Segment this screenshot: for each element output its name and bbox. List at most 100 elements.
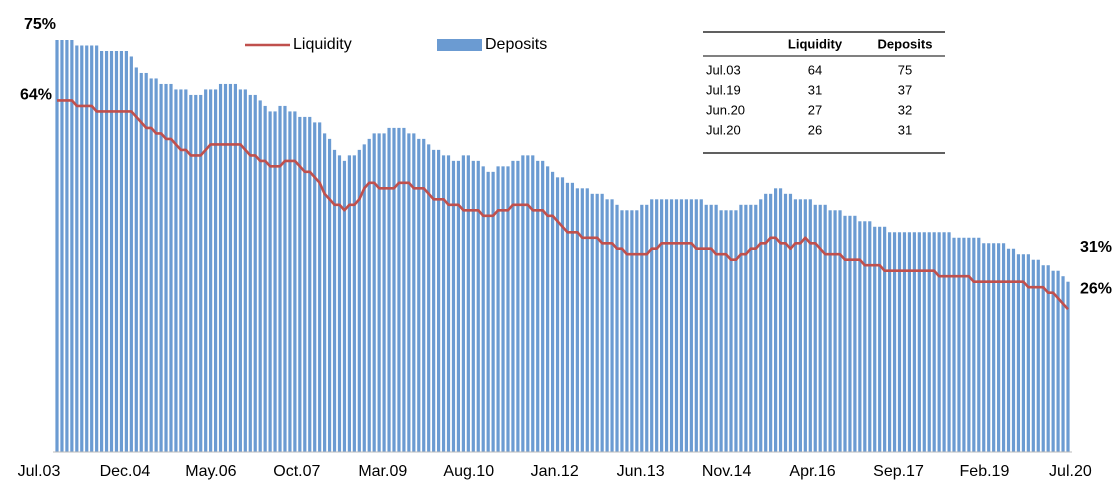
- x-tick-label: Sep.17: [873, 463, 924, 480]
- bar: [1061, 276, 1065, 452]
- bar: [828, 210, 832, 452]
- bar: [714, 204, 718, 452]
- bar: [793, 199, 798, 452]
- bar: [838, 210, 842, 452]
- bar: [422, 138, 426, 452]
- table-row-label: Jul.03: [706, 62, 741, 77]
- bar: [957, 237, 961, 452]
- bar: [992, 243, 996, 452]
- table-cell: 64: [808, 62, 822, 77]
- bar: [1006, 248, 1011, 452]
- bar: [501, 166, 505, 452]
- bar: [887, 232, 892, 452]
- bar: [942, 232, 946, 452]
- x-tick-label: Aug.10: [443, 463, 494, 480]
- bar: [580, 188, 584, 452]
- table-cell: 32: [898, 102, 912, 117]
- bar: [213, 89, 218, 452]
- bar: [679, 199, 684, 452]
- bar: [952, 237, 956, 452]
- bar: [749, 204, 753, 452]
- bar: [868, 221, 872, 452]
- bar: [298, 116, 302, 452]
- bar: [630, 210, 634, 452]
- bar: [382, 133, 386, 453]
- bar: [605, 199, 609, 452]
- bar: [843, 215, 847, 452]
- bar: [377, 133, 381, 453]
- bar: [972, 237, 976, 452]
- bar: [689, 199, 693, 452]
- bar: [303, 116, 307, 452]
- bar: [823, 204, 827, 452]
- bar: [1046, 265, 1050, 452]
- bar: [575, 188, 579, 452]
- bar: [367, 138, 371, 452]
- bar: [902, 232, 907, 452]
- bar: [744, 204, 748, 452]
- bar: [100, 50, 104, 453]
- data-label: 75%: [24, 16, 56, 33]
- bar: [432, 149, 436, 452]
- bar: [669, 199, 674, 452]
- bar: [179, 89, 183, 452]
- table-cell: 31: [898, 122, 912, 137]
- bar: [204, 89, 208, 452]
- bar: [332, 149, 337, 452]
- bar: [144, 72, 148, 453]
- bar: [709, 204, 713, 452]
- bar: [883, 226, 887, 452]
- data-label: 26%: [1080, 280, 1112, 297]
- bar: [189, 94, 193, 452]
- table-header: Deposits: [878, 36, 933, 51]
- x-tick-label: Dec.04: [100, 463, 151, 480]
- bar: [194, 94, 198, 452]
- bar: [288, 111, 292, 452]
- x-tick-label: May.06: [185, 463, 236, 480]
- bar: [541, 160, 545, 452]
- bar: [75, 45, 79, 452]
- bar: [997, 243, 1001, 452]
- bar: [516, 160, 520, 452]
- bar: [873, 226, 877, 452]
- bar: [1066, 281, 1070, 452]
- bar: [114, 50, 119, 453]
- bar: [521, 155, 525, 453]
- bar: [610, 199, 614, 452]
- bar: [159, 83, 163, 453]
- bar: [313, 122, 317, 453]
- bar: [511, 160, 515, 452]
- data-label: 31%: [1080, 239, 1112, 256]
- bar: [174, 89, 178, 452]
- bar: [85, 45, 89, 452]
- bar: [342, 160, 347, 452]
- table-cell: 27: [808, 102, 822, 117]
- bar: [927, 232, 931, 452]
- bar: [783, 193, 788, 452]
- bar: [982, 243, 986, 452]
- bar: [937, 232, 941, 452]
- x-tick-label: Oct.07: [273, 463, 320, 480]
- bar: [104, 50, 109, 453]
- table-row-label: Jun.20: [706, 102, 745, 117]
- table-header: Liquidity: [788, 36, 843, 51]
- bar: [570, 182, 575, 452]
- bar: [223, 83, 228, 453]
- bar: [694, 199, 698, 452]
- bar: [798, 199, 802, 452]
- bar: [466, 155, 470, 453]
- bar: [283, 105, 287, 453]
- bar: [392, 127, 396, 452]
- bar: [308, 116, 312, 452]
- bar: [600, 193, 604, 452]
- x-tick-label: Jan.12: [531, 463, 579, 480]
- bar: [655, 199, 659, 452]
- bar: [813, 204, 817, 452]
- bar: [253, 94, 257, 452]
- bar: [917, 232, 921, 452]
- bar: [476, 160, 480, 452]
- bar: [55, 40, 59, 452]
- bar: [759, 199, 763, 452]
- bar: [154, 78, 158, 452]
